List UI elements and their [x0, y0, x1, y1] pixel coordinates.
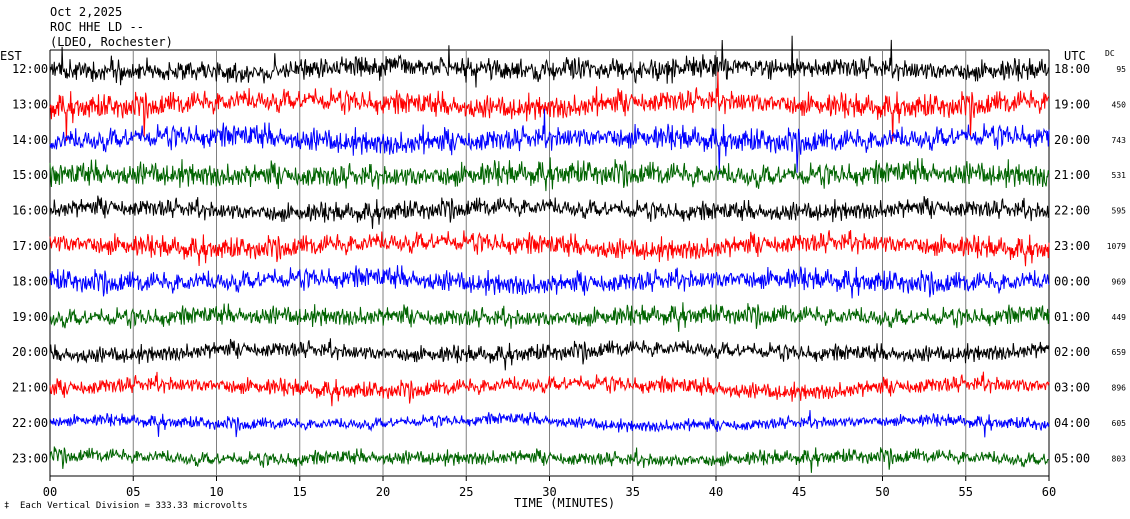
- row-label-est: 19:00: [12, 310, 48, 324]
- seismic-traces: [49, 35, 1050, 473]
- row-dc-value: 803: [1112, 454, 1127, 463]
- row-label-utc: 02:00: [1054, 345, 1090, 359]
- x-tick-label: 05: [126, 485, 140, 499]
- row-dc-value: 659: [1112, 348, 1127, 357]
- x-tick-label: 50: [875, 485, 889, 499]
- row-label-est: 21:00: [12, 381, 48, 395]
- header-date: Oct 2,2025: [50, 5, 122, 19]
- trace-row: [49, 371, 1050, 407]
- utc-axis-label: UTC: [1064, 49, 1086, 63]
- header-network: (LDEO, Rochester): [50, 35, 173, 49]
- x-tick-label: 45: [792, 485, 806, 499]
- row-label-utc: 04:00: [1054, 416, 1090, 430]
- x-tick-label: 55: [959, 485, 973, 499]
- row-dc-value: 743: [1112, 136, 1127, 145]
- row-label-est: 16:00: [12, 204, 48, 218]
- row-dc-value: 1079: [1107, 242, 1126, 251]
- row-label-utc: 00:00: [1054, 274, 1090, 288]
- row-label-utc: 22:00: [1054, 204, 1090, 218]
- x-tick-label: 20: [376, 485, 390, 499]
- dc-label: DC: [1105, 49, 1115, 58]
- row-label-est: 15:00: [12, 168, 48, 182]
- row-label-utc: 21:00: [1054, 168, 1090, 182]
- trace-row: [49, 35, 1050, 88]
- x-tick-label: 15: [293, 485, 307, 499]
- row-label-est: 20:00: [12, 345, 48, 359]
- vertical-scale-note: Each Vertical Division = 333.33 microvol…: [20, 501, 248, 511]
- x-tick-label: 60: [1042, 485, 1056, 499]
- x-tick-label: 40: [709, 485, 723, 499]
- trace-row: [49, 108, 1050, 175]
- trace-row: [49, 446, 1050, 473]
- row-labels: 12:00 18:00 95 13:00 19:00 450 14:00 20:00 743 15…: [12, 62, 1126, 465]
- row-label-est: 12:00: [12, 62, 48, 76]
- row-label-utc: 03:00: [1054, 381, 1090, 395]
- trace-row: [49, 229, 1050, 267]
- row-label-utc: 19:00: [1054, 97, 1090, 111]
- row-label-est: 17:00: [12, 239, 48, 253]
- trace-row: [49, 71, 1050, 142]
- est-axis-label: EST: [0, 49, 22, 63]
- x-tick-label: 10: [209, 485, 223, 499]
- row-label-est: 13:00: [12, 97, 48, 111]
- header-station: ROC HHE LD --: [50, 20, 144, 34]
- row-label-utc: 18:00: [1054, 62, 1090, 76]
- row-label-utc: 05:00: [1054, 451, 1090, 465]
- row-dc-value: 450: [1112, 100, 1127, 109]
- x-axis-title: TIME (MINUTES): [514, 496, 615, 510]
- row-label-est: 14:00: [12, 133, 48, 147]
- row-label-utc: 01:00: [1054, 310, 1090, 324]
- row-dc-value: 595: [1112, 207, 1127, 216]
- trace-row: [49, 157, 1050, 192]
- row-label-est: 22:00: [12, 416, 48, 430]
- row-label-utc: 23:00: [1054, 239, 1090, 253]
- row-label-utc: 20:00: [1054, 133, 1090, 147]
- row-dc-value: 531: [1112, 171, 1127, 180]
- trace-row: [49, 338, 1050, 371]
- scale-icon: ‡: [4, 501, 9, 511]
- trace-row: [49, 265, 1050, 299]
- row-dc-value: 896: [1112, 384, 1127, 393]
- x-tick-label: 35: [626, 485, 640, 499]
- row-dc-value: 969: [1112, 277, 1127, 286]
- x-tick-label: 00: [43, 485, 57, 499]
- row-dc-value: 95: [1116, 65, 1126, 74]
- x-axis-ticks: 00 05 10 15 20 25 30 35 40 45 50 55 60: [43, 476, 1056, 499]
- trace-row: [49, 410, 1050, 438]
- trace-row: [49, 195, 1050, 229]
- x-tick-label: 30: [542, 485, 556, 499]
- row-dc-value: 449: [1112, 313, 1127, 322]
- row-label-est: 18:00: [12, 274, 48, 288]
- row-label-est: 23:00: [12, 451, 48, 465]
- trace-row: [49, 302, 1050, 332]
- row-dc-value: 605: [1112, 419, 1127, 428]
- x-tick-label: 25: [459, 485, 473, 499]
